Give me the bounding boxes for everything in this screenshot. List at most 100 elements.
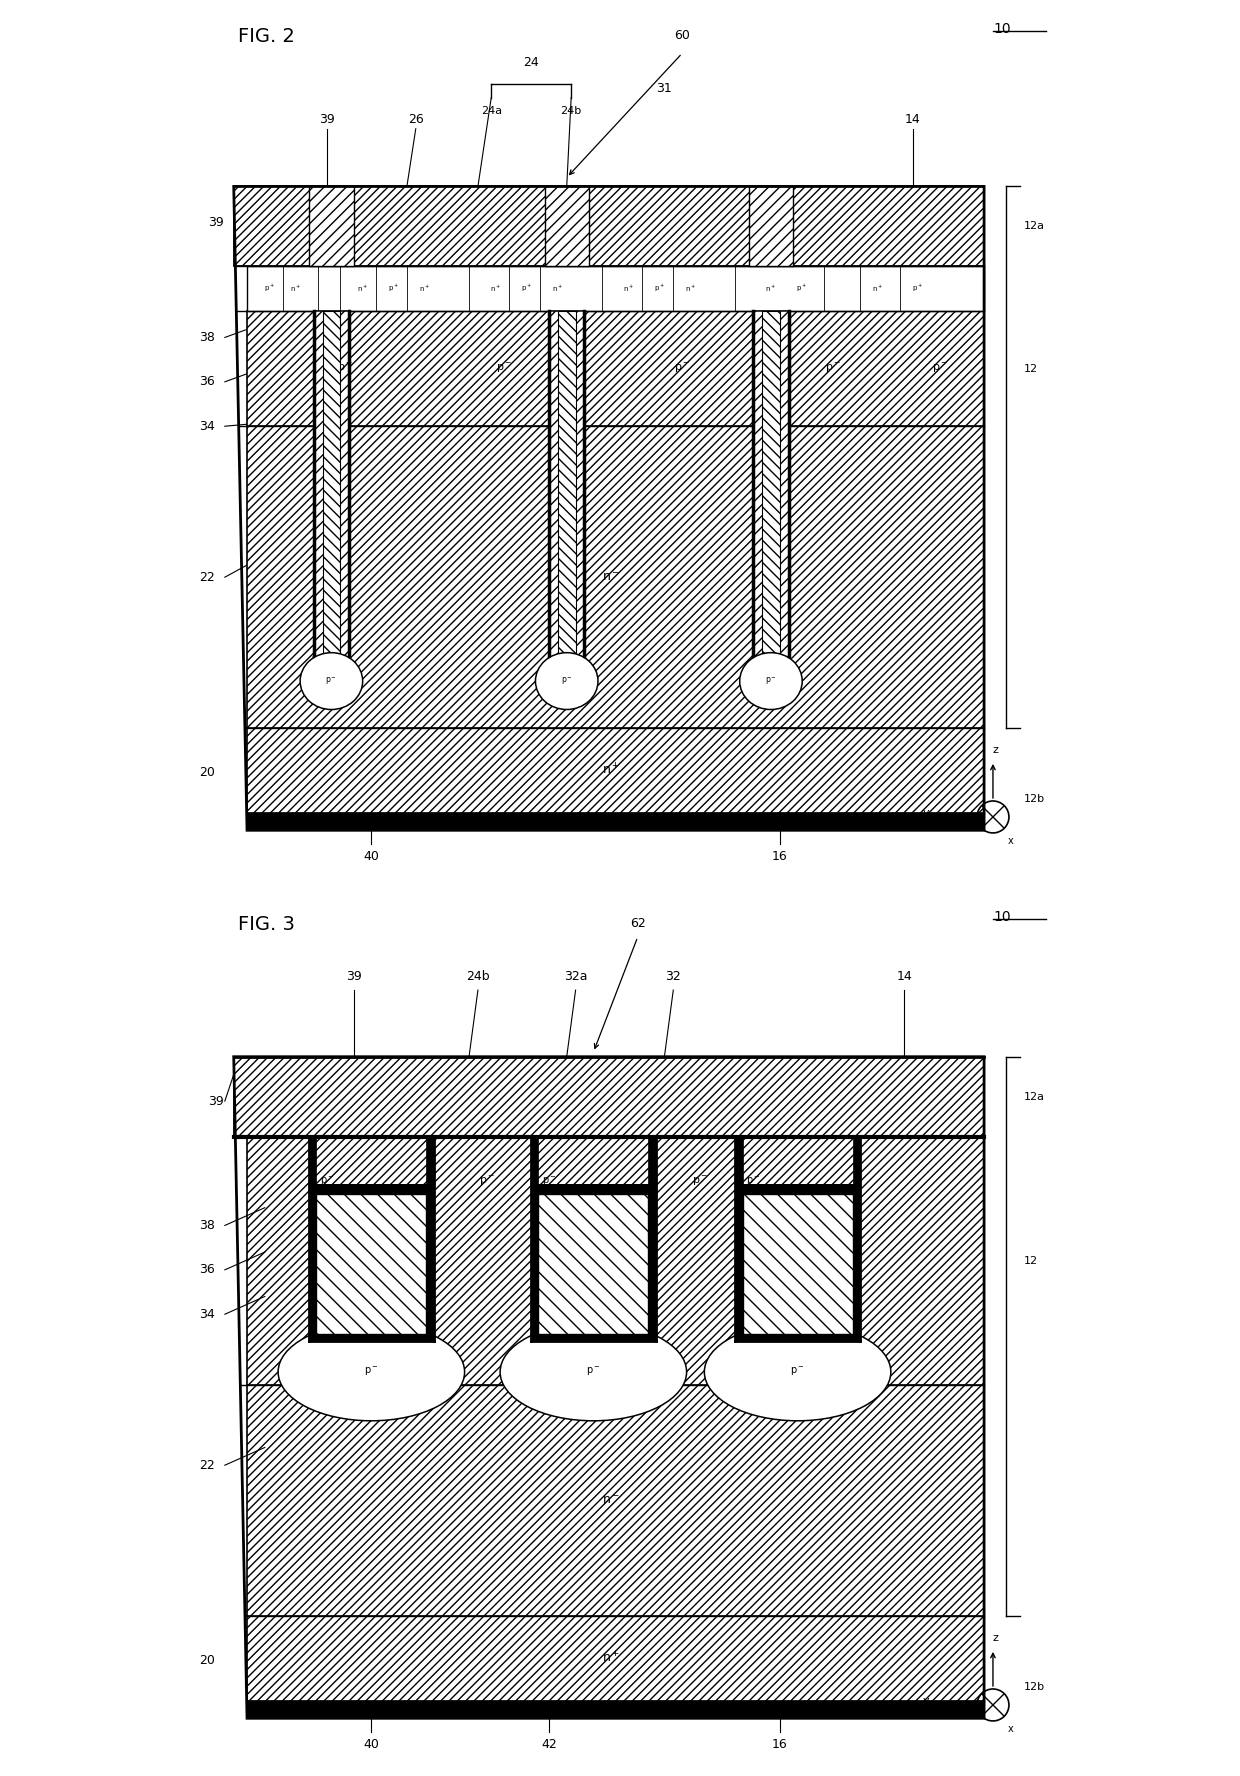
Text: y: y (923, 808, 929, 817)
Text: 24b: 24b (466, 970, 490, 984)
Bar (531, 1183, 656, 1193)
Bar (322, 311, 340, 654)
Text: p$^-$: p$^-$ (675, 362, 691, 375)
Text: p$^-$: p$^-$ (479, 1174, 495, 1188)
Text: p$^-$: p$^-$ (325, 675, 337, 687)
Text: 62: 62 (630, 916, 646, 931)
Text: n$^+$: n$^+$ (765, 284, 776, 293)
Text: 36: 36 (200, 1263, 215, 1277)
Text: 26: 26 (408, 114, 424, 126)
Bar (743, 1195, 853, 1334)
Ellipse shape (502, 1325, 684, 1419)
Text: 12b: 12b (1024, 1682, 1045, 1691)
Text: n$^+$: n$^+$ (624, 284, 635, 293)
Bar (538, 1195, 649, 1334)
Text: 38: 38 (200, 1218, 215, 1233)
Polygon shape (247, 426, 985, 728)
Bar (753, 311, 789, 657)
Text: n$^+$: n$^+$ (686, 284, 697, 293)
Text: z: z (993, 744, 998, 755)
Text: 34: 34 (200, 419, 215, 433)
Text: p$^+$: p$^+$ (521, 282, 532, 295)
Text: 60: 60 (675, 28, 691, 43)
Bar (427, 1137, 434, 1341)
Bar (247, 1701, 985, 1719)
Bar (316, 1195, 427, 1334)
Text: p$^-$: p$^-$ (692, 1174, 708, 1188)
Polygon shape (247, 1616, 985, 1701)
Text: FIG. 2: FIG. 2 (238, 27, 295, 46)
Polygon shape (233, 186, 985, 266)
Text: 12b: 12b (1024, 794, 1045, 803)
Text: 36: 36 (200, 375, 215, 389)
Bar (549, 311, 584, 657)
Text: 12: 12 (1024, 364, 1038, 373)
Ellipse shape (536, 654, 598, 709)
Text: p$^-$: p$^-$ (765, 675, 777, 687)
Text: 39: 39 (208, 215, 224, 229)
Text: n$^+$: n$^+$ (872, 284, 883, 293)
Text: 22: 22 (200, 570, 215, 584)
Text: 14: 14 (897, 970, 913, 984)
Bar (558, 311, 575, 654)
Polygon shape (233, 1057, 985, 1137)
Ellipse shape (704, 1323, 890, 1421)
Text: 39: 39 (319, 114, 335, 126)
Text: 22: 22 (200, 1458, 215, 1472)
Bar (531, 1334, 656, 1341)
Text: p$^-$: p$^-$ (790, 1366, 805, 1378)
Text: 42: 42 (541, 1739, 557, 1751)
Bar (763, 311, 780, 654)
Ellipse shape (278, 1323, 465, 1421)
Text: 32a: 32a (564, 970, 588, 984)
Text: z: z (993, 1632, 998, 1643)
Text: x: x (1008, 1724, 1013, 1733)
Text: p$^-$: p$^-$ (587, 1366, 600, 1378)
Text: 31: 31 (656, 82, 672, 96)
Polygon shape (247, 266, 985, 311)
Bar (309, 186, 353, 266)
Text: 10: 10 (993, 23, 1011, 36)
Text: n$^-$: n$^-$ (603, 1494, 620, 1508)
Text: n$^+$: n$^+$ (419, 284, 430, 293)
Text: p$^+$: p$^+$ (796, 282, 807, 295)
Ellipse shape (280, 1325, 463, 1419)
Bar (735, 1183, 859, 1193)
Ellipse shape (500, 1323, 687, 1421)
Text: 39: 39 (208, 1094, 224, 1108)
Bar (531, 1137, 538, 1341)
Text: p$^+$: p$^+$ (388, 282, 399, 295)
Text: n$^+$: n$^+$ (603, 1650, 620, 1666)
Bar (649, 1137, 656, 1341)
Text: p$^-$: p$^-$ (336, 362, 353, 375)
Text: n$^+$: n$^+$ (290, 284, 301, 293)
Bar (853, 1137, 859, 1341)
Text: 12: 12 (1024, 1256, 1038, 1266)
Text: 12a: 12a (1024, 222, 1045, 231)
Bar (309, 1334, 434, 1341)
Text: 32: 32 (666, 970, 681, 984)
Text: n$^-$: n$^-$ (603, 570, 620, 584)
Text: p$^-$: p$^-$ (320, 1174, 335, 1188)
Text: 39: 39 (346, 970, 362, 984)
Text: p$^-$: p$^-$ (365, 1366, 378, 1378)
Text: 40: 40 (363, 1739, 379, 1751)
Bar (735, 1334, 859, 1341)
Polygon shape (247, 311, 985, 426)
Ellipse shape (707, 1325, 889, 1419)
Bar (309, 1137, 316, 1341)
Text: p$^+$: p$^+$ (655, 282, 666, 295)
Text: y: y (923, 1696, 929, 1705)
Text: 12a: 12a (1024, 1092, 1045, 1101)
Text: p$^-$: p$^-$ (931, 362, 947, 375)
Text: n$^+$: n$^+$ (357, 284, 368, 293)
Text: 34: 34 (200, 1307, 215, 1321)
Text: 40: 40 (363, 851, 379, 863)
Text: 24a: 24a (481, 107, 502, 115)
Bar (544, 186, 589, 266)
Text: 16: 16 (773, 1739, 787, 1751)
Bar (735, 1137, 743, 1341)
Text: n$^+$: n$^+$ (490, 284, 501, 293)
Ellipse shape (740, 654, 802, 709)
Text: p$^-$: p$^-$ (496, 362, 512, 375)
